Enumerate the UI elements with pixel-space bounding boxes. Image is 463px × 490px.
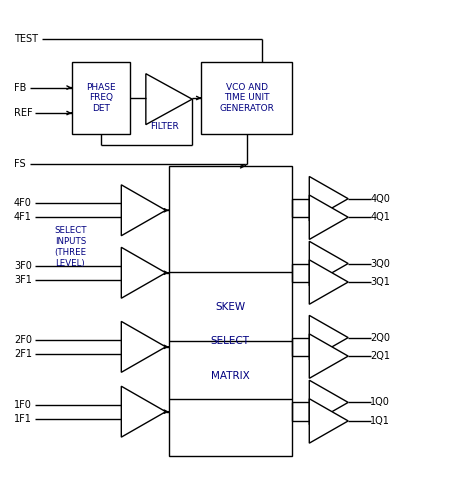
Polygon shape (121, 321, 166, 372)
Text: 3F1: 3F1 (14, 275, 32, 285)
Text: 4Q0: 4Q0 (370, 194, 390, 204)
Text: 2F1: 2F1 (14, 349, 32, 359)
FancyBboxPatch shape (72, 62, 130, 134)
Polygon shape (121, 386, 166, 437)
Text: 4F1: 4F1 (14, 212, 32, 222)
Text: 1F0: 1F0 (14, 400, 32, 410)
Text: FILTER: FILTER (150, 122, 179, 131)
Polygon shape (309, 241, 348, 286)
Text: SELECT: SELECT (211, 336, 250, 346)
FancyBboxPatch shape (169, 166, 292, 456)
Polygon shape (309, 176, 348, 221)
Text: FB: FB (14, 83, 26, 93)
Text: FS: FS (14, 159, 25, 169)
Text: REF: REF (14, 108, 32, 118)
Polygon shape (121, 247, 166, 298)
Text: 2F0: 2F0 (14, 335, 32, 345)
Polygon shape (309, 260, 348, 304)
Polygon shape (309, 399, 348, 443)
Polygon shape (146, 74, 192, 124)
Text: 2Q1: 2Q1 (370, 351, 390, 361)
Text: 3Q0: 3Q0 (370, 259, 390, 269)
Text: SKEW: SKEW (215, 302, 245, 312)
Text: 1Q0: 1Q0 (370, 397, 390, 407)
FancyBboxPatch shape (201, 62, 292, 134)
Text: MATRIX: MATRIX (211, 371, 250, 381)
Text: 3Q1: 3Q1 (370, 277, 390, 287)
Text: PHASE
FREQ
DET: PHASE FREQ DET (86, 83, 115, 113)
Polygon shape (309, 316, 348, 360)
Polygon shape (309, 195, 348, 240)
Text: 1Q1: 1Q1 (370, 416, 390, 426)
Text: VCO AND
TIME UNIT
GENERATOR: VCO AND TIME UNIT GENERATOR (219, 83, 274, 113)
Polygon shape (309, 380, 348, 425)
Text: TEST: TEST (14, 34, 38, 44)
Text: 1F1: 1F1 (14, 414, 32, 424)
Text: 4Q1: 4Q1 (370, 212, 390, 222)
Text: 4F0: 4F0 (14, 198, 32, 208)
Text: 2Q0: 2Q0 (370, 333, 390, 343)
Text: 3F0: 3F0 (14, 261, 32, 271)
Polygon shape (121, 185, 166, 236)
Text: SELECT
INPUTS
(THREE
LEVEL): SELECT INPUTS (THREE LEVEL) (55, 226, 87, 269)
Polygon shape (309, 334, 348, 378)
